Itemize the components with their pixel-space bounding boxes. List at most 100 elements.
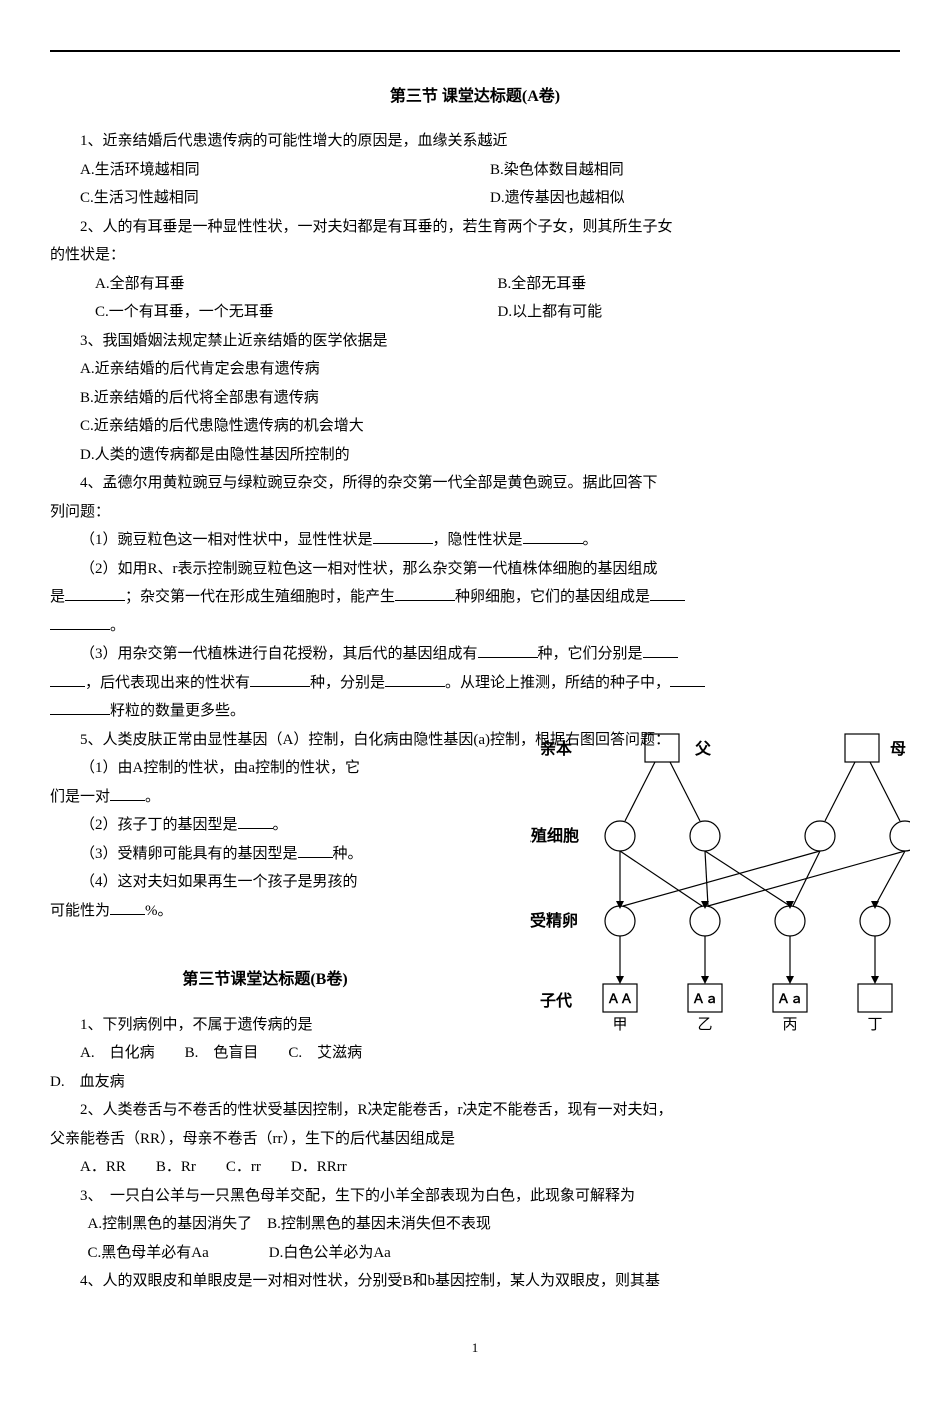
child1: 甲 xyxy=(612,1017,627,1033)
q5-wrap: 5、人类皮肤正常由显性基因（A）控制，白化病由隐性基因(a)控制，根据右图回答问… xyxy=(50,726,900,1068)
q2-B: B.全部无耳垂 xyxy=(498,270,901,299)
b-q1-C: C. 艾滋病 xyxy=(288,1045,362,1061)
q1-opts-row1: A.生活环境越相同 B.染色体数目越相同 xyxy=(50,156,900,185)
blank xyxy=(643,657,678,658)
blank xyxy=(478,657,538,658)
top-rule xyxy=(50,50,900,52)
q4-p3-e: 。从理论上推测，所结的种子中， xyxy=(445,675,670,691)
q4-p3-c: ，后代表现出来的性状有 xyxy=(85,675,250,691)
q5-p4-line1: （4）这对夫妇如果再生一个孩子是男孩的 xyxy=(50,868,480,897)
b-q2-C: C．rr xyxy=(226,1159,261,1175)
q5-p4-c: %。 xyxy=(145,903,173,919)
b-q2-stem2: 父亲能卷舌（RR），母亲不卷舌（rr），生下的后代基因组成是 xyxy=(50,1125,900,1154)
q2-opts-row2: C.一个有耳垂，一个无耳垂 D.以上都有可能 xyxy=(50,298,900,327)
blank xyxy=(110,800,145,801)
q1-opts-row2: C.生活习性越相同 D.遗传基因也越相似 xyxy=(50,184,900,213)
q1-C: C.生活习性越相同 xyxy=(80,184,490,213)
b-q2-stem: 2、人类卷舌与不卷舌的性状受基因控制，R决定能卷舌，r决定不能卷舌，现有一对夫妇… xyxy=(50,1096,900,1125)
q3-C: C.近亲结婚的后代患隐性遗传病的机会增大 xyxy=(50,412,900,441)
b-q4-stem: 4、人的双眼皮和单眼皮是一对相对性状，分别受B和b基因控制，某人为双眼皮，则其基 xyxy=(50,1267,900,1296)
q4-p3-b: 种，它们分别是 xyxy=(538,646,643,662)
q5-p1-c: 。 xyxy=(145,789,160,805)
b-q1-opts-line1: A. 白化病 B. 色盲目 C. 艾滋病 xyxy=(50,1039,480,1068)
q5-p4-a: （4）这对夫妇如果再生一个孩子是男孩的 xyxy=(80,874,358,890)
q4-p2-a: （2）如用R、r表示控制豌豆粒色这一相对性状，那么杂交第一代植株体细胞的基因组成 xyxy=(80,561,658,577)
q4-stem-cont: 列问题： xyxy=(50,498,900,527)
q4-p2-d: 种卵细胞，它们的基因组成是 xyxy=(455,589,650,605)
q2-A: A.全部有耳垂 xyxy=(95,270,498,299)
blank xyxy=(50,714,110,715)
b-q3-A: A.控制黑色的基因消失了 xyxy=(88,1216,253,1232)
q5-p3-a: （3）受精卵可能具有的基因型是 xyxy=(80,846,298,862)
q3-B: B.近亲结婚的后代将全部患有遗传病 xyxy=(50,384,900,413)
b-q3-stem: 3、 一只白公羊与一只黑色母羊交配，生下的小羊全部表现为白色，此现象可解释为 xyxy=(50,1182,900,1211)
label-zygote: 受精卵 xyxy=(530,911,578,930)
q2-C: C.一个有耳垂，一个无耳垂 xyxy=(95,298,498,327)
label-offspring: 子代 xyxy=(540,991,572,1010)
q1-stem: 1、近亲结婚后代患遗传病的可能性增大的原因是，血缘关系越近 xyxy=(50,127,900,156)
q4-p1-a: （1）豌豆粒色这一相对性状中，显性性状是 xyxy=(80,532,373,548)
q4-p2-c: ；杂交第一代在形成生殖细胞时，能产生 xyxy=(125,589,395,605)
section-b-title: 第三节课堂达标题(B卷) xyxy=(50,965,480,995)
q5-text-block: （1）由A控制的性状，由a控制的性状，它 们是一对。 （2）孩子丁的基因型是。 … xyxy=(50,754,480,1067)
label-mother: 母 xyxy=(890,740,906,758)
blank xyxy=(238,828,273,829)
q5-p4-line2: 可能性为 %。 xyxy=(50,897,480,926)
q5-p3-b: 种。 xyxy=(333,846,363,862)
child4: 丁 xyxy=(867,1017,882,1033)
geno-Aa2: Ａａ xyxy=(777,991,803,1006)
blank xyxy=(298,857,333,858)
q4-p2-line3: 。 xyxy=(50,612,900,641)
child3: 丙 xyxy=(782,1017,797,1033)
q5-p2-b: 。 xyxy=(273,817,288,833)
blank xyxy=(65,600,125,601)
q5-p1-b: 们是一对 xyxy=(50,789,110,805)
q1-D: D.遗传基因也越相似 xyxy=(490,184,900,213)
q4-p3-line2: ，后代表现出来的性状有 种，分别是 。从理论上推测，所结的种子中， xyxy=(50,669,900,698)
q3-A: A.近亲结婚的后代肯定会患有遗传病 xyxy=(50,355,900,384)
geno-Aa1: Ａａ xyxy=(692,991,718,1006)
q4-p3-a: （3）用杂交第一代植株进行自花授粉，其后代的基因组成有 xyxy=(80,646,478,662)
blank xyxy=(523,543,583,544)
b-q1-A: A. 白化病 xyxy=(80,1045,155,1061)
label-parent: 亲本 xyxy=(540,739,572,758)
blank xyxy=(110,914,145,915)
q4-p2-line1: （2）如用R、r表示控制豌豆粒色这一相对性状，那么杂交第一代植株体细胞的基因组成 xyxy=(50,555,900,584)
q3-D: D.人类的遗传病都是由隐性基因所控制的 xyxy=(50,441,900,470)
child2: 乙 xyxy=(697,1017,712,1033)
q5-p2: （2）孩子丁的基因型是。 xyxy=(50,811,480,840)
q5-p1-line1: （1）由A控制的性状，由a控制的性状，它 xyxy=(50,754,480,783)
q4-p2-b: 是 xyxy=(50,589,65,605)
q4-p2-e: 。 xyxy=(110,618,125,634)
q2-stem2: 的性状是： xyxy=(50,241,900,270)
q4-p3-line1: （3）用杂交第一代植株进行自花授粉，其后代的基因组成有 种，它们分别是 xyxy=(50,640,900,669)
q4-p3-line3: 籽粒的数量更多些。 xyxy=(50,697,900,726)
blank xyxy=(385,686,445,687)
b-q2-A: A．RR xyxy=(80,1159,126,1175)
b-q2-B: B．Rr xyxy=(156,1159,196,1175)
label-gamete: 生殖细胞 xyxy=(530,826,579,845)
b-q3-B: B.控制黑色的基因未消失但不表现 xyxy=(267,1216,491,1232)
blank xyxy=(670,686,705,687)
b-q3-C: C.黑色母羊必有Aa xyxy=(88,1245,209,1261)
genetics-diagram: 亲本 父 母 生殖细胞 受精卵 子代 ＡＡ Ａａ Ａａ 甲 乙 丙 丁 xyxy=(530,726,910,1077)
q3-stem: 3、我国婚姻法规定禁止近亲结婚的医学依据是 xyxy=(50,327,900,356)
blank xyxy=(50,629,110,630)
q1-A: A.生活环境越相同 xyxy=(80,156,490,185)
q4-p3-d: 种，分别是 xyxy=(310,675,385,691)
q4-p3-f: 籽粒的数量更多些。 xyxy=(110,703,245,719)
label-father: 父 xyxy=(694,740,712,758)
q5-p4-b: 可能性为 xyxy=(50,903,110,919)
blank xyxy=(395,600,455,601)
b-q3-row1: A.控制黑色的基因消失了 B.控制黑色的基因未消失但不表现 xyxy=(50,1210,900,1239)
q5-p3: （3）受精卵可能具有的基因型是 种。 xyxy=(50,840,480,869)
q1-B: B.染色体数目越相同 xyxy=(490,156,900,185)
b-q1-B: B. 色盲目 xyxy=(185,1045,259,1061)
geno-AA: ＡＡ xyxy=(607,991,633,1006)
q4-p1-b: ，隐性性状是 xyxy=(433,532,523,548)
blank xyxy=(250,686,310,687)
b-q3-row2: C.黑色母羊必有Aa D.白色公羊必为Aa xyxy=(50,1239,900,1268)
b-q2-opts: A．RR B．Rr C．rr D．RRrr xyxy=(50,1153,900,1182)
q4-p1: （1）豌豆粒色这一相对性状中，显性性状是，隐性性状是。 xyxy=(50,526,900,555)
blank xyxy=(650,600,685,601)
